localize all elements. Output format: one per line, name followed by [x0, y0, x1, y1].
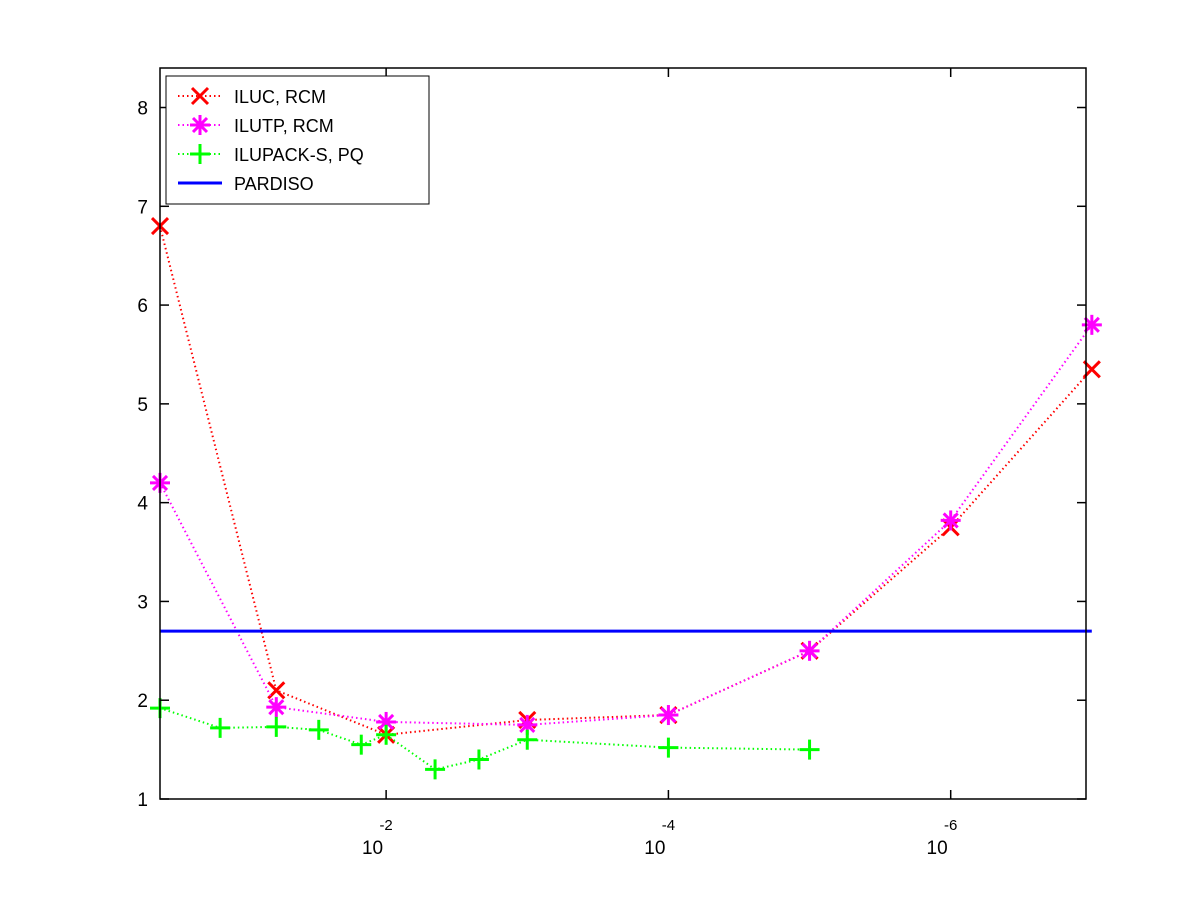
x-tick-label: 10-6 [927, 817, 958, 859]
legend: ILUC, RCM ILUTP, RCM ILUPACK-S, PQ PARDISO [165, 75, 430, 205]
data-point [266, 697, 287, 718]
data-point [799, 739, 820, 760]
data-point [266, 716, 287, 737]
legend-label: PARDISO [234, 174, 314, 194]
legend-entry-ilutp-rcm: ILUTP, RCM [178, 115, 334, 136]
series-line-ilutp-rcm [159, 324, 1093, 726]
y-tick-label: 5 [137, 395, 148, 416]
data-point [517, 729, 538, 750]
y-tick-label: 2 [137, 691, 148, 712]
legend-marker [190, 86, 210, 106]
legend-entry-iluc-rcm: ILUC, RCM [178, 86, 326, 107]
data-point [468, 749, 489, 770]
series-ilupack-s-pq [150, 698, 820, 780]
x-tick-base: 10 [644, 838, 665, 859]
y-tick-label: 1 [137, 790, 148, 811]
y-tick-label: 6 [137, 296, 148, 317]
data-point [425, 759, 446, 780]
data-point [308, 719, 329, 740]
legend-entry-ilupack-s-pq: ILUPACK-S, PQ [178, 144, 364, 165]
data-point [210, 717, 231, 738]
y-tick-label: 4 [137, 494, 148, 515]
x-tick-exponent: -2 [379, 817, 392, 834]
legend-marker [190, 115, 210, 135]
legend-label: ILUTP, RCM [234, 116, 334, 136]
data-point [799, 640, 820, 661]
data-point [658, 705, 679, 726]
x-tick-base: 10 [362, 838, 383, 859]
x-tick-exponent: -4 [662, 817, 675, 834]
data-point [940, 510, 961, 531]
data-point [376, 724, 397, 745]
legend-entry-pardiso: PARDISO [178, 174, 314, 194]
legend-label: ILUC, RCM [234, 87, 326, 107]
x-tick-label: 10-2 [362, 817, 393, 859]
x-tick-exponent: -6 [944, 817, 957, 834]
legend-marker [190, 144, 210, 164]
x-tick-base: 10 [927, 838, 948, 859]
data-point [376, 711, 397, 732]
x-tick-label: 10-4 [644, 817, 675, 859]
plot-frame [159, 67, 1087, 800]
data-point [1081, 314, 1102, 335]
y-tick-label: 7 [137, 197, 148, 218]
legend-label: ILUPACK-S, PQ [234, 145, 364, 165]
data-point [351, 734, 372, 755]
data-point [658, 737, 679, 758]
y-tick-label: 8 [137, 99, 148, 120]
y-tick-label: 3 [137, 592, 148, 613]
